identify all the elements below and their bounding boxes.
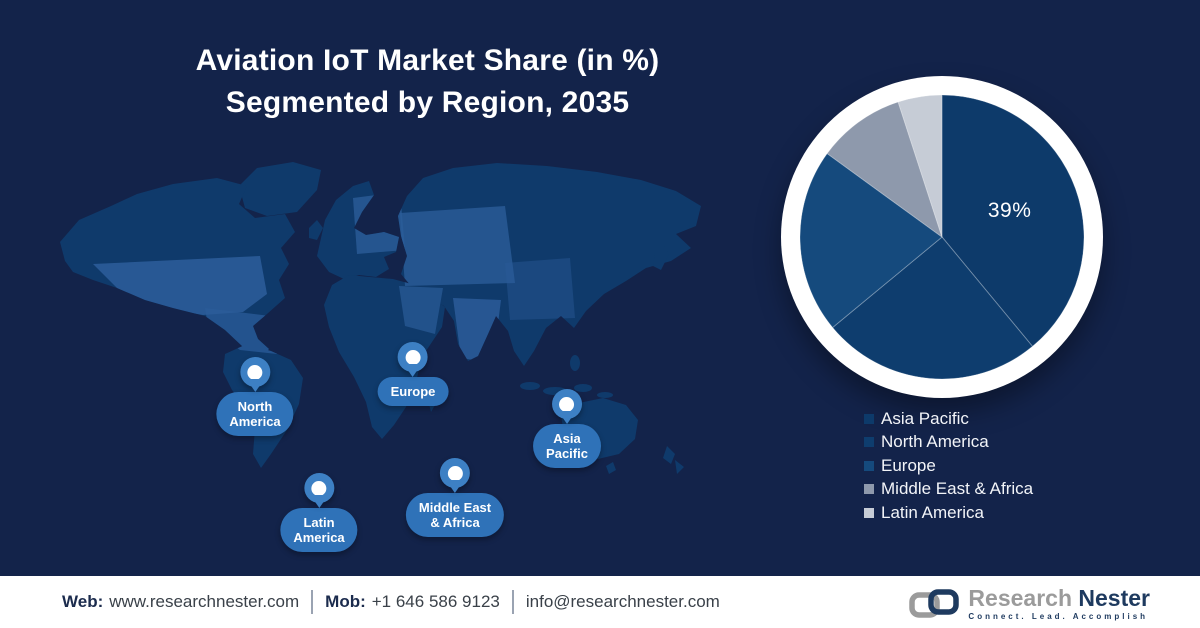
title-line-2: Segmented by Region, 2035	[225, 86, 630, 119]
map-label-line: America	[229, 414, 281, 429]
pie-slice-middle-east-africa	[826, 101, 943, 239]
mob-label: Mob:	[325, 592, 366, 611]
map-label-europe: Europe	[377, 377, 449, 406]
web-label: Web:	[62, 592, 104, 611]
pin-dot	[405, 349, 421, 365]
map-pin-north-america: North America	[216, 357, 294, 436]
location-pin-icon	[440, 458, 470, 488]
map-label-line: Asia	[553, 431, 581, 446]
legend-label: Latin America	[881, 502, 984, 522]
map-label-line: America	[293, 530, 345, 545]
pin-dot	[311, 480, 327, 496]
map-label-line: Middle East	[418, 500, 492, 515]
pie-chart-svg	[800, 95, 1084, 379]
island-tasmania	[606, 462, 616, 474]
legend-label: Middle East & Africa	[881, 479, 1034, 499]
legend-marker	[864, 484, 874, 495]
legend-marker	[864, 413, 874, 424]
title-line-1: Aviation IoT Market Share (in %)	[195, 44, 660, 77]
pin-dot	[247, 364, 263, 380]
location-pin-icon	[304, 473, 334, 503]
legend-label: Asia Pacific	[881, 408, 969, 428]
chain-links-icon	[909, 588, 960, 618]
continent-europe	[317, 181, 399, 279]
separator	[511, 590, 514, 614]
region-highlight-central-america	[205, 308, 277, 354]
contact-info: Web: www.researchnester.com Mob: +1 646 …	[62, 590, 720, 614]
pie-slice-latin-america	[897, 95, 943, 238]
region-highlight-china-west	[505, 258, 575, 320]
region-highlight-india	[453, 298, 501, 363]
legend-label: Europe	[881, 455, 936, 475]
email-address: info@researchnester.com	[525, 592, 720, 611]
map-label-line: Latin	[303, 515, 335, 530]
island-new-zealand-north	[663, 446, 675, 464]
location-pin-icon	[551, 389, 582, 419]
pie-slice-europe	[800, 152, 943, 329]
pie-slice-asia-pacific	[941, 95, 1084, 348]
phone-number: +1 646 586 9123	[371, 592, 500, 611]
separator	[311, 590, 314, 614]
pie-value-label: 39%	[987, 199, 1032, 223]
map-pin-latin-america: Latin America	[280, 473, 358, 552]
legend-label: North America	[881, 432, 989, 452]
map-label-line: Europe	[390, 384, 436, 399]
chart-legend: Asia Pacific North America Europe Middle…	[864, 407, 1033, 525]
legend-marker	[864, 507, 874, 518]
location-pin-icon	[397, 342, 428, 372]
logo-text: Research Nester Connect. Lead. Accomplis…	[968, 586, 1150, 621]
region-highlight-central-asia	[400, 206, 515, 286]
research-nester-logo: Research Nester Connect. Lead. Accomplis…	[909, 586, 1150, 621]
region-highlight-east-europe	[353, 192, 405, 254]
legend-marker	[864, 437, 874, 448]
island-japan	[653, 244, 669, 270]
legend-item-middle-east-africa: Middle East & Africa	[864, 478, 1033, 502]
location-pin-icon	[240, 357, 270, 387]
map-pin-asia-pacific: Asia Pacific	[533, 389, 601, 468]
footer-bar: Web: www.researchnester.com Mob: +1 646 …	[0, 576, 1200, 628]
continent-greenland	[239, 162, 321, 216]
page-title: Aviation IoT Market Share (in %) Segment…	[70, 40, 785, 124]
legend-item-europe: Europe	[864, 454, 1033, 478]
world-map: North America Europe Asia Pacific Latin …	[55, 158, 715, 552]
website-url: www.researchnester.com	[109, 592, 300, 611]
map-label-line: Pacific	[546, 446, 588, 461]
legend-item-latin-america: Latin America	[864, 501, 1033, 525]
logo-tagline: Connect. Lead. Accomplish	[968, 612, 1149, 621]
island-indonesia-3	[574, 384, 592, 392]
legend-item-asia-pacific: Asia Pacific	[864, 407, 1033, 431]
pin-dot	[559, 396, 575, 412]
region-highlight-usa	[93, 256, 267, 315]
island-uk	[309, 220, 323, 240]
island-new-zealand-south	[675, 460, 684, 474]
legend-item-north-america: North America	[864, 431, 1033, 455]
legend-marker	[864, 460, 874, 471]
pie-slice-north-america	[831, 236, 1034, 379]
pie-chart: 39%	[781, 76, 1103, 398]
brand-nester: Nester	[1078, 585, 1150, 611]
island-indonesia-1	[520, 382, 540, 390]
map-label-line: North	[237, 399, 273, 414]
map-pin-europe: Europe	[377, 342, 449, 406]
island-indonesia-4	[597, 392, 613, 398]
brand-research: Research	[968, 585, 1072, 611]
map-pin-middle-east-africa: Middle East & Africa	[405, 458, 505, 537]
brand-name: Research Nester	[968, 586, 1150, 610]
pin-dot	[447, 465, 463, 481]
region-highlight-arabia	[399, 286, 443, 334]
map-label-line: & Africa	[430, 515, 480, 530]
world-map-svg	[60, 162, 701, 474]
island-philippines	[570, 355, 580, 371]
